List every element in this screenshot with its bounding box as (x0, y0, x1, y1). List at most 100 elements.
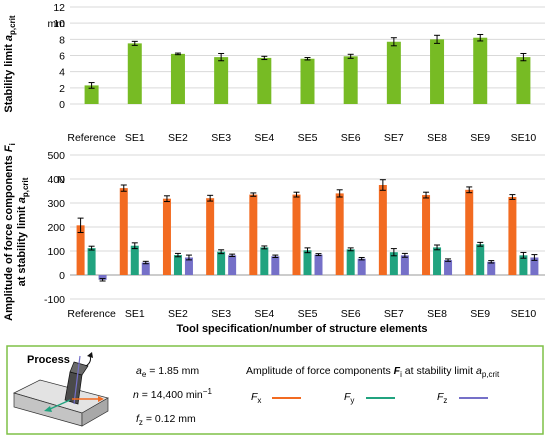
bottom-y-tick-label: 0 (59, 270, 65, 282)
top-unit-label: mm (48, 18, 66, 30)
bottom-bar (444, 260, 453, 275)
tool-axis-line (73, 355, 81, 405)
bottom-bar (87, 248, 96, 275)
bottom-y-tick-label: 100 (47, 246, 65, 258)
top-bar (386, 41, 401, 104)
x-direction-arrowhead (98, 396, 104, 402)
bottom-bar (487, 261, 496, 275)
top-x-tick-label: SE10 (511, 132, 537, 144)
bottom-x-tick-label: SE7 (384, 308, 404, 320)
top-x-tick-label: SE7 (384, 132, 404, 144)
bottom-bar (260, 247, 269, 275)
bottom-bar (76, 225, 85, 275)
bottom-x-tick-label: SE9 (470, 308, 490, 320)
bottom-x-tick-label: SE1 (125, 308, 145, 320)
bottom-bar (433, 247, 442, 275)
top-y-tick-label: 6 (59, 51, 65, 63)
y-direction-arrow (49, 399, 71, 410)
bottom-y-tick-label: 400 (47, 174, 65, 186)
bottom-y-tick-label: -100 (44, 294, 65, 306)
top-bar (84, 85, 99, 104)
top-bar (430, 39, 445, 105)
bottom-y-tick-label: 200 (47, 222, 65, 234)
top-y-tick-label: 10 (53, 18, 65, 30)
bottom-x-tick-labels: Reference SE1 SE2 SE3 SE4 SE5 SE6 SE7 SE8 SE9 SE10 (67, 308, 536, 320)
top-bar (170, 53, 185, 104)
bottom-y-tick-labels: -100 0 100 200 300 400 500 (44, 150, 65, 306)
workpiece-side (81, 397, 109, 427)
process-box-border (6, 345, 544, 435)
top-y-axis-title: Stability limit ap,crit (3, 15, 17, 113)
param-ae: ae = 1.85 mm (136, 365, 199, 379)
bottom-x-tick-label: SE4 (254, 308, 274, 320)
bottom-bar (422, 195, 431, 275)
process-legend-box: Process ae = 1.85 mm n = 14,400 min−1 fz… (6, 345, 544, 435)
bottom-x-tick-label: SE5 (298, 308, 318, 320)
top-y-tick-label: 0 (59, 99, 65, 111)
bottom-bar (119, 188, 128, 275)
bottom-bar (228, 255, 237, 275)
process-title: Process (27, 354, 70, 366)
top-bar (214, 57, 229, 104)
bottom-x-tick-label: SE6 (341, 308, 361, 320)
top-bar (127, 43, 142, 104)
bottom-bar (249, 194, 258, 275)
milling-process-illustration (13, 352, 109, 427)
top-x-tick-label: SE9 (470, 132, 490, 144)
bottom-bar (292, 194, 301, 275)
top-y-tick-label: 8 (59, 34, 65, 46)
bottom-bar (141, 262, 150, 275)
bottom-bar (98, 275, 107, 280)
y-direction-arrowhead (44, 406, 52, 412)
bottom-x-tick-label: SE10 (511, 308, 537, 320)
bottom-bar (389, 252, 398, 275)
top-x-tick-label: SE2 (168, 132, 188, 144)
bottom-bar (465, 189, 474, 275)
bottom-bar (206, 198, 215, 275)
bottom-bar (173, 255, 182, 275)
top-y-tick-label: 2 (59, 83, 65, 95)
bottom-bar (271, 256, 280, 275)
bottom-bar (378, 185, 387, 275)
top-x-tick-label: SE3 (211, 132, 231, 144)
bottom-bar (357, 258, 366, 275)
bottom-bar (508, 197, 517, 275)
top-x-tick-labels: Reference SE1 SE2 SE3 SE4 SE5 SE6 SE7 SE8 SE9 SE10 (67, 132, 536, 144)
top-x-tick-label: Reference (67, 132, 116, 144)
top-bar (257, 57, 272, 104)
bottom-x-tick-label: SE3 (211, 308, 231, 320)
top-x-tick-label: SE8 (427, 132, 447, 144)
top-y-tick-label: 4 (59, 67, 65, 79)
bottom-bar (130, 245, 139, 275)
bottom-bar (476, 244, 485, 275)
legend-label-fz: Fz (437, 391, 447, 405)
legend-label-fx: Fx (251, 391, 261, 405)
bottom-bar (303, 250, 312, 275)
top-x-tick-label: SE6 (341, 132, 361, 144)
top-y-tick-labels: 0 2 4 6 8 10 12 (53, 2, 65, 111)
top-x-tick-label: SE5 (298, 132, 318, 144)
bottom-bar (400, 255, 409, 275)
top-bar (343, 56, 358, 104)
bottom-x-tick-label: Reference (67, 308, 116, 320)
bottom-bar (184, 257, 193, 275)
bottom-bar (162, 198, 171, 275)
legend-label-fy: Fy (344, 391, 354, 405)
bottom-bars (76, 179, 539, 282)
param-n: n = 14,400 min−1 (133, 387, 212, 401)
top-bar (300, 58, 315, 104)
bottom-unit-label: N (57, 174, 65, 186)
param-fz: fz = 0.12 mm (136, 413, 196, 427)
top-y-tick-label: 12 (53, 2, 65, 14)
stability-limit-chart: 0 2 4 6 8 10 12 Reference SE1 SE2 SE3 SE4 SE5 SE6 SE7… (3, 2, 545, 144)
bottom-y-axis-title-line2: at stability limit ap,crit (16, 177, 30, 286)
bottom-y-axis-title-line1: Amplitude of force components Fi (3, 143, 17, 321)
bottom-bar (217, 251, 226, 275)
rotation-arrowhead (87, 352, 93, 358)
top-x-tick-label: SE4 (254, 132, 274, 144)
x-axis-title: Tool specification/number of structure e… (176, 323, 427, 335)
bottom-bar (530, 257, 539, 275)
legend-title: Amplitude of force components Fi at stab… (246, 365, 500, 379)
bottom-x-tick-label: SE8 (427, 308, 447, 320)
